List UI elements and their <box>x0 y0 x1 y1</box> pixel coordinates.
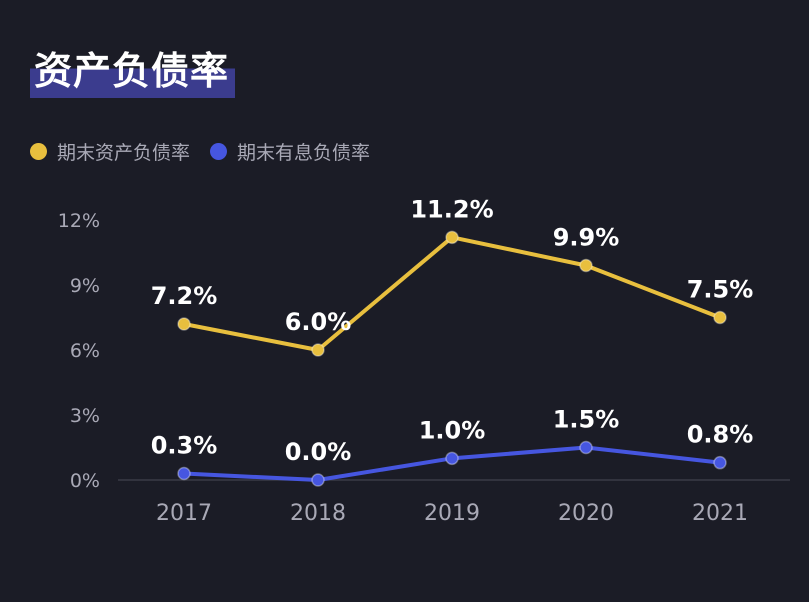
data-point-series-1 <box>579 258 593 273</box>
x-tick-label: 2017 <box>156 501 212 526</box>
data-label-series-1: 7.2% <box>151 282 218 310</box>
legend-dot-asset-ratio-icon <box>30 143 47 160</box>
data-point-series-1 <box>713 310 727 325</box>
data-label-series-1: 7.5% <box>687 276 754 304</box>
data-label-series-2: 0.8% <box>687 421 754 449</box>
data-label-series-2: 0.3% <box>151 432 218 460</box>
legend: 期末资产负债率 期末有息负债率 <box>30 138 390 165</box>
legend-item-asset-ratio[interactable]: 期末资产负债率 <box>30 138 190 165</box>
data-point-series-2 <box>445 451 459 466</box>
data-point-series-2 <box>177 466 191 481</box>
x-tick-label: 2019 <box>424 501 480 526</box>
x-tick-label: 2021 <box>692 501 748 526</box>
data-label-series-1: 9.9% <box>553 224 620 252</box>
x-tick-label: 2020 <box>558 501 614 526</box>
y-tick-label: 6% <box>70 340 100 362</box>
data-label-series-2: 0.0% <box>285 438 352 466</box>
y-tick-label: 9% <box>70 275 100 297</box>
data-point-series-2 <box>311 473 325 487</box>
legend-dot-interest-ratio-icon <box>210 143 228 160</box>
x-tick-label: 2018 <box>290 501 346 526</box>
chart-title: 资产负债率 <box>30 44 236 98</box>
data-point-series-2 <box>579 440 593 455</box>
y-tick-label: 12% <box>58 210 100 232</box>
legend-label-interest-ratio: 期末有息负债率 <box>237 142 371 164</box>
data-label-series-1: 11.2% <box>410 195 493 223</box>
legend-item-interest-ratio[interactable]: 期末有息负债率 <box>210 138 370 165</box>
data-label-series-2: 1.5% <box>553 406 620 434</box>
series-line-1 <box>182 235 722 352</box>
y-tick-label: 0% <box>70 470 100 492</box>
legend-label-asset-ratio: 期末资产负债率 <box>57 142 191 164</box>
data-label-series-1: 6.0% <box>285 308 352 336</box>
y-tick-label: 3% <box>70 405 100 427</box>
data-label-series-2: 1.0% <box>419 416 486 444</box>
data-point-series-1 <box>311 343 325 357</box>
data-point-series-1 <box>177 317 191 331</box>
data-point-series-2 <box>713 455 727 470</box>
data-point-series-1 <box>445 230 459 245</box>
